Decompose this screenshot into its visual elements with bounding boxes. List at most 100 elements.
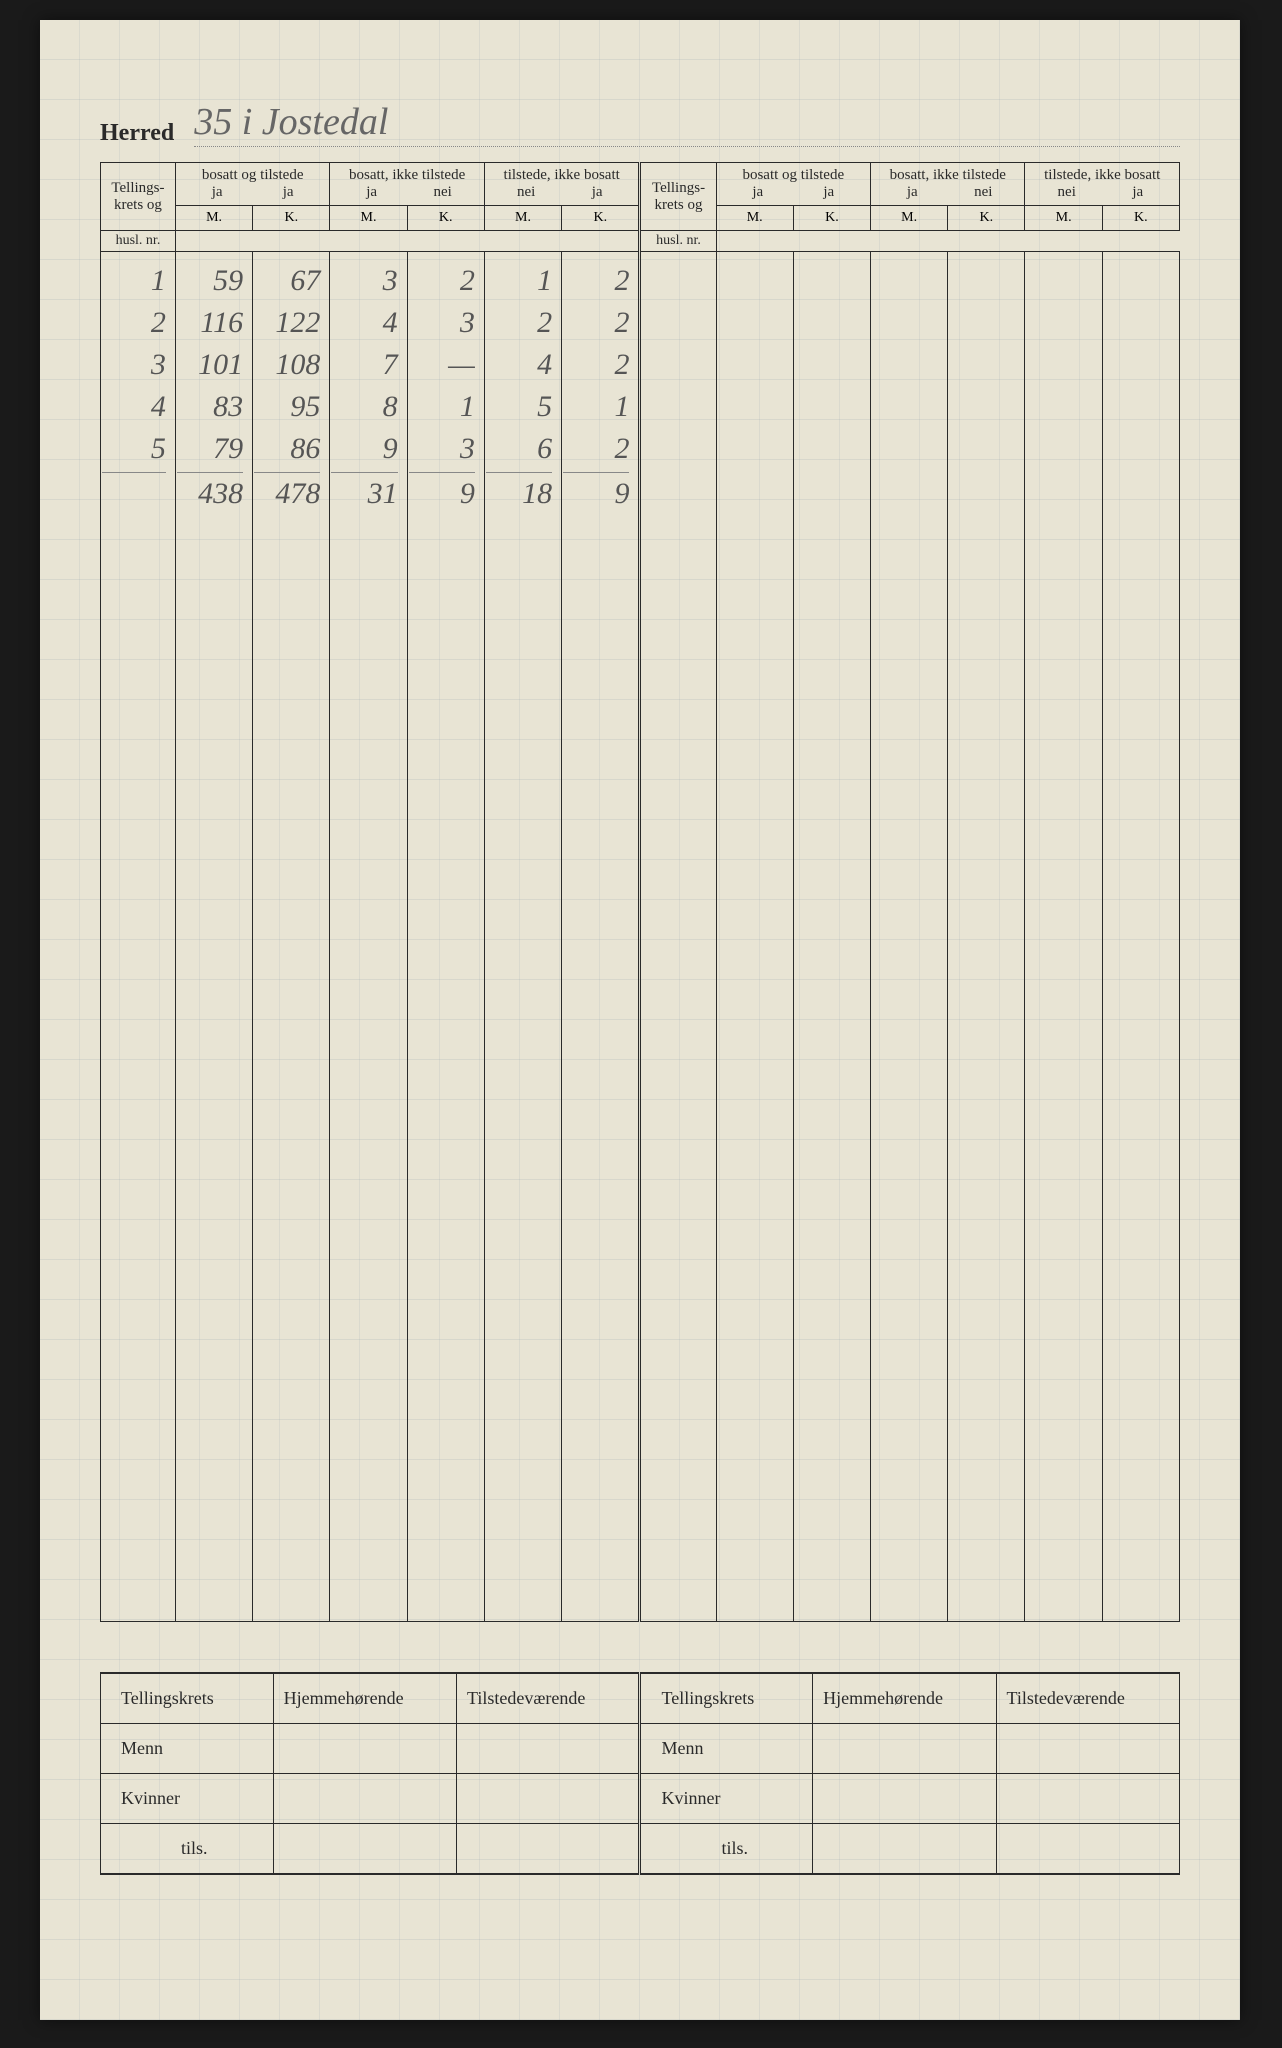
header-nei: nei <box>492 184 559 201</box>
total-cell: 9 <box>563 472 629 515</box>
summary-cell <box>273 1824 456 1875</box>
data-cell: 1 <box>102 260 166 302</box>
data-cell: 2 <box>486 302 552 344</box>
summary-hdr-hjemme-l: Hjemmehørende <box>273 1673 456 1724</box>
data-cell: 4 <box>102 386 166 428</box>
summary-tils-r: tils. <box>640 1824 813 1875</box>
header-tellings-left: Tellings- krets og <box>101 163 176 231</box>
header-group3-text: tilstede, ikke bosatt <box>487 167 637 184</box>
data-cell: 2 <box>102 302 166 344</box>
header-nei: nei <box>409 184 476 201</box>
summary-tils-l: tils. <box>101 1824 274 1875</box>
summary-cell <box>996 1724 1179 1774</box>
data-cell: 3 <box>409 302 475 344</box>
summary-cell <box>813 1774 996 1824</box>
data-cell: 2 <box>563 344 629 386</box>
data-cell: 8 <box>331 386 397 428</box>
data-cell: 86 <box>254 428 320 470</box>
header-group1-left: bosatt og tilstede ja ja <box>175 163 329 206</box>
data-cell: 4 <box>331 302 397 344</box>
data-cell: 5 <box>102 428 166 470</box>
summary-cell <box>813 1724 996 1774</box>
summary-cell <box>457 1824 640 1875</box>
data-cell: 3 <box>331 260 397 302</box>
header-ja: ja <box>795 184 862 201</box>
data-cell: 122 <box>254 302 320 344</box>
total-cell <box>102 472 166 515</box>
summary-cell <box>457 1774 640 1824</box>
header-m: M. <box>1025 206 1102 231</box>
total-cell: 31 <box>331 472 397 515</box>
header-ja: ja <box>255 184 322 201</box>
data-cell: 2 <box>563 302 629 344</box>
header-group3-right: tilstede, ikke bosatt nei ja <box>1025 163 1180 206</box>
census-table: Tellings- krets og bosatt og tilstede ja… <box>100 162 1180 1622</box>
data-cell: 3 <box>102 344 166 386</box>
total-cell: 9 <box>409 472 475 515</box>
header-group2-left: bosatt, ikke tilstede ja nei <box>330 163 484 206</box>
data-cell: 59 <box>177 260 243 302</box>
data-cell: 1 <box>409 386 475 428</box>
data-cell: 5 <box>486 386 552 428</box>
header-group2-rtext: bosatt, ikke tilstede <box>873 167 1022 184</box>
data-cell: 101 <box>177 344 243 386</box>
header-ja: ja <box>1104 184 1171 201</box>
data-cell: 79 <box>177 428 243 470</box>
data-cell: 116 <box>177 302 243 344</box>
col-c1: 591161018379438 <box>175 252 252 1622</box>
total-cell: 478 <box>254 472 320 515</box>
col-rownum-right <box>640 252 716 1622</box>
header-m: M. <box>871 206 948 231</box>
data-cell: 2 <box>409 260 475 302</box>
header-k: K. <box>948 206 1025 231</box>
header-k: K. <box>1102 206 1179 231</box>
summary-hdr-tellingskrets-r: Tellingskrets <box>640 1673 813 1724</box>
table-header: Tellings- krets og bosatt og tilstede ja… <box>101 163 1180 252</box>
data-cell: 7 <box>331 344 397 386</box>
header-k: K. <box>407 206 484 231</box>
herred-value: 35 i Jostedal <box>194 100 1180 147</box>
table-body: 12345 591161018379438 671221089586478 34… <box>101 252 1180 1622</box>
data-cell: 2 <box>563 260 629 302</box>
data-cell: 6 <box>486 428 552 470</box>
data-cell: 108 <box>254 344 320 386</box>
header-husl-left: husl. nr. <box>101 231 176 252</box>
summary-cell <box>273 1724 456 1774</box>
summary-menn-r: Menn <box>640 1724 813 1774</box>
content-area: Herred 35 i Jostedal Tellings- krets og … <box>100 100 1180 1875</box>
header-group2-text: bosatt, ikke tilstede <box>332 167 481 184</box>
header-group2-right: bosatt, ikke tilstede ja nei <box>871 163 1025 206</box>
col-r5 <box>1025 252 1102 1622</box>
data-cell: 83 <box>177 386 243 428</box>
header-tellings-right: Tellings- krets og <box>640 163 716 231</box>
header-k: K. <box>793 206 870 231</box>
header-group3-left: tilstede, ikke bosatt nei ja <box>484 163 640 206</box>
document-page: Herred 35 i Jostedal Tellings- krets og … <box>40 20 1240 2020</box>
col-r6 <box>1102 252 1179 1622</box>
data-cell: 1 <box>563 386 629 428</box>
header-ja: ja <box>338 184 405 201</box>
herred-label: Herred <box>100 120 174 147</box>
summary-kvinner-r: Kvinner <box>640 1774 813 1824</box>
header-tellings-l2: krets og <box>103 197 173 214</box>
data-cell: 2 <box>563 428 629 470</box>
data-cell: 95 <box>254 386 320 428</box>
summary-cell <box>996 1824 1179 1875</box>
data-cell: 3 <box>409 428 475 470</box>
header-m: M. <box>330 206 407 231</box>
data-cell: 1 <box>486 260 552 302</box>
header-group3-rtext: tilstede, ikke bosatt <box>1027 167 1177 184</box>
header-nei: nei <box>1033 184 1100 201</box>
header-group1-rtext: bosatt og tilstede <box>719 167 868 184</box>
header-ja: ja <box>184 184 251 201</box>
herred-row: Herred 35 i Jostedal <box>100 100 1180 147</box>
data-cell: 67 <box>254 260 320 302</box>
header-husl-right: husl. nr. <box>640 231 716 252</box>
col-r2 <box>793 252 870 1622</box>
summary-cell <box>273 1774 456 1824</box>
header-ja: ja <box>564 184 631 201</box>
summary-hdr-hjemme-r: Hjemmehørende <box>813 1673 996 1724</box>
header-ja: ja <box>879 184 946 201</box>
header-k: K. <box>562 206 640 231</box>
col-c3: 3478931 <box>330 252 407 1622</box>
